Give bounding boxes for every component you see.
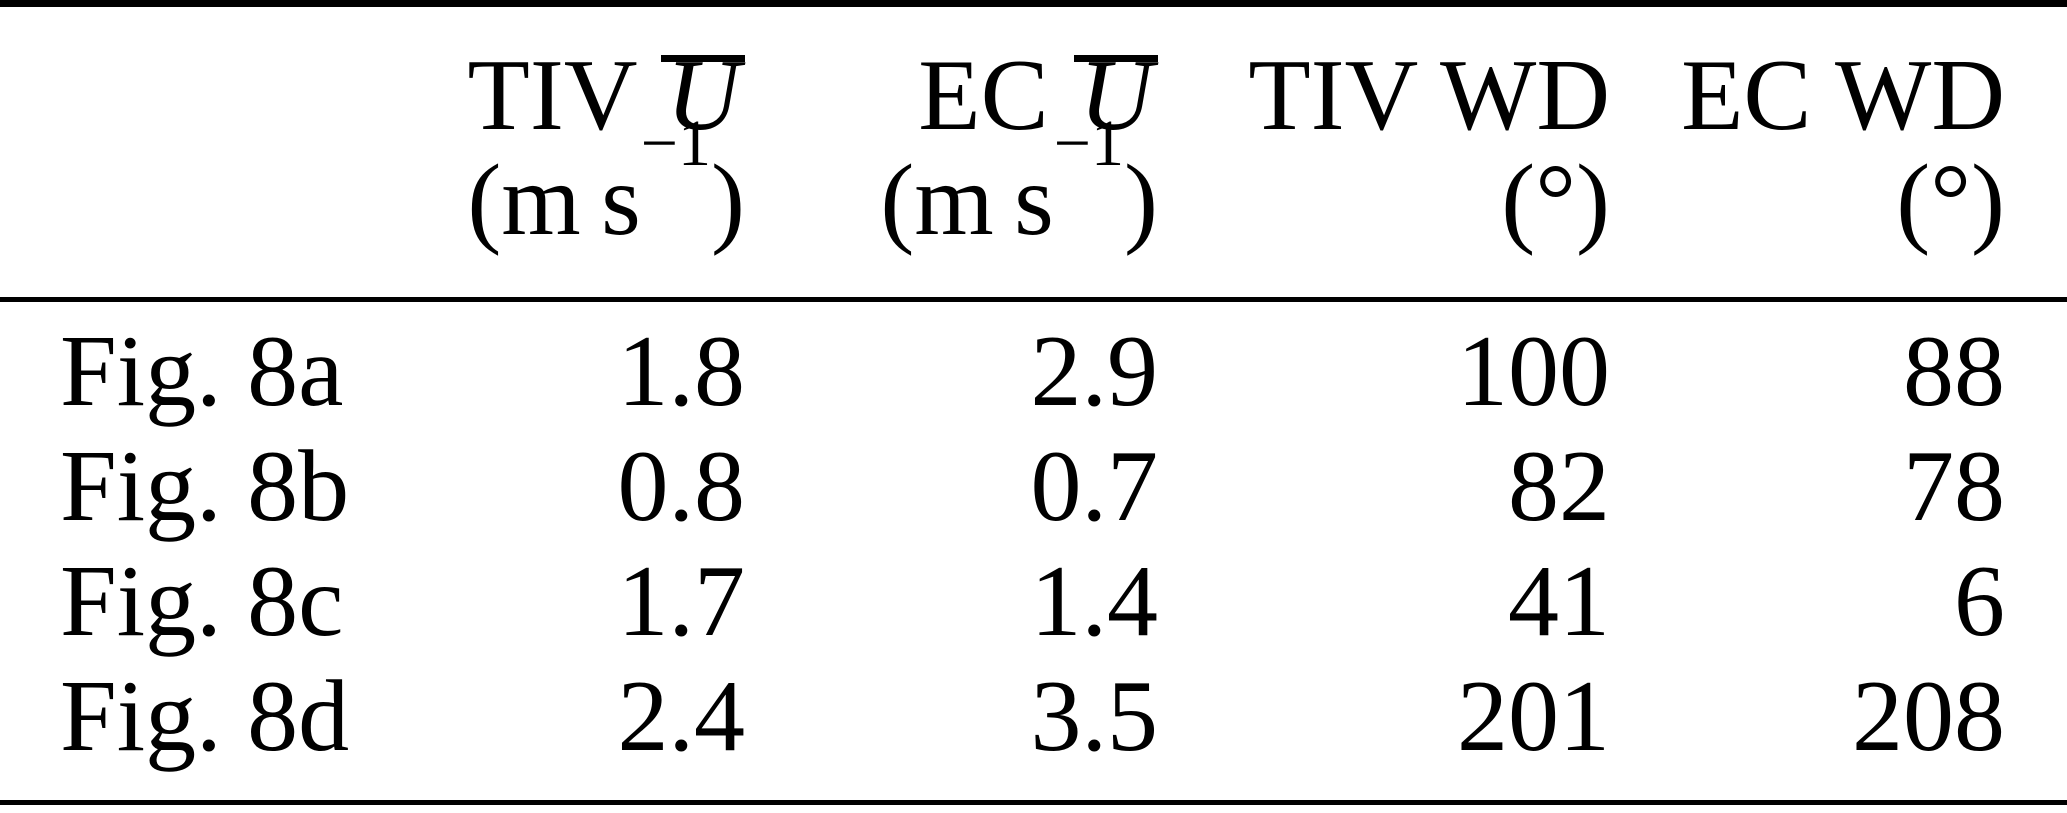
cell-ec-wd: 78 [1903,430,2005,543]
unit-m-per-s: (m s−1) [467,106,745,257]
cell-ec-u: 3.5 [1030,660,1159,773]
row-label: Fig. 8c [60,545,344,658]
unit-m-per-s: (m s−1) [880,106,1158,257]
header-tiv-wind-direction: TIV WD (°) [1158,3,1610,302]
table-row-fig8b: Fig. 8b 0.8 0.7 82 78 [0,429,2067,544]
cell-ec-u: 0.7 [1030,430,1159,543]
superscript-minus-one: −1 [640,106,712,180]
header-tiv-wd-label: TIV WD [1248,39,1610,152]
header-tiv-mean-wind: TIV U (m s−1) [460,3,745,302]
header-ec-prefix: EC [918,39,1049,152]
table-row-fig8c: Fig. 8c 1.7 1.4 41 6 [0,544,2067,659]
cell-ec-wd: 88 [1903,315,2005,428]
header-ec-mean-wind: EC U (m s−1) [745,3,1158,302]
cell-ec-u: 2.9 [1030,315,1159,428]
header-empty-cell [0,3,460,302]
cell-ec-wd: 6 [1954,545,2005,658]
header-tiv-prefix: TIV [467,39,636,152]
table-row-fig8d: Fig. 8d 2.4 3.5 201 208 [0,659,2067,803]
row-label: Fig. 8d [60,660,350,773]
cell-tiv-wd: 100 [1457,315,1610,428]
cell-tiv-u: 1.7 [617,545,746,658]
header-row: TIV U (m s−1) EC U (m s−1) TIV WD (°) EC… [0,3,2067,302]
cell-tiv-wd: 82 [1508,430,1610,543]
cell-tiv-wd: 41 [1508,545,1610,658]
mean-u-symbol: U [1074,43,1158,148]
superscript-minus-one: −1 [1053,106,1125,180]
cell-tiv-wd: 201 [1457,660,1610,773]
cell-ec-wd: 208 [1852,660,2005,773]
row-label: Fig. 8b [60,430,350,543]
cell-tiv-u: 1.8 [617,315,746,428]
cell-ec-u: 1.4 [1030,545,1159,658]
header-ec-u-label: EC U [745,43,1158,148]
header-tiv-u-label: TIV U [460,43,745,148]
cell-tiv-u: 0.8 [617,430,746,543]
header-ec-wind-direction: EC WD (°) [1610,3,2067,302]
unit-degrees: (°) [1501,144,1610,257]
unit-degrees: (°) [1896,144,2005,257]
header-ec-wd-label: EC WD [1681,39,2005,152]
row-label: Fig. 8a [60,315,344,428]
table-row-fig8a: Fig. 8a 1.8 2.9 100 88 [0,300,2067,430]
mean-u-symbol: U [661,43,745,148]
cell-tiv-u: 2.4 [617,660,746,773]
